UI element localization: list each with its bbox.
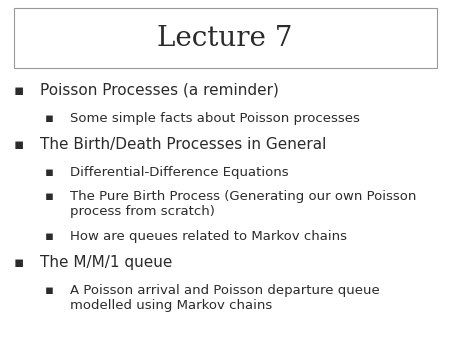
Text: A Poisson arrival and Poisson departure queue
modelled using Markov chains: A Poisson arrival and Poisson departure … — [70, 284, 379, 312]
Text: The M/M/1 queue: The M/M/1 queue — [40, 255, 173, 269]
Text: Poisson Processes (a reminder): Poisson Processes (a reminder) — [40, 83, 279, 98]
Text: ▪: ▪ — [45, 284, 54, 297]
Text: ▪: ▪ — [45, 230, 54, 243]
Text: Lecture 7: Lecture 7 — [157, 25, 293, 51]
Text: The Birth/Death Processes in General: The Birth/Death Processes in General — [40, 137, 327, 151]
Text: ▪: ▪ — [45, 190, 54, 203]
Text: ▪: ▪ — [14, 83, 24, 98]
Text: ▪: ▪ — [45, 112, 54, 125]
Text: ▪: ▪ — [14, 137, 24, 151]
FancyBboxPatch shape — [14, 8, 436, 68]
Text: The Pure Birth Process (Generating our own Poisson
process from scratch): The Pure Birth Process (Generating our o… — [70, 190, 416, 218]
Text: ▪: ▪ — [45, 166, 54, 179]
Text: Differential-Difference Equations: Differential-Difference Equations — [70, 166, 288, 179]
Text: ▪: ▪ — [14, 255, 24, 269]
Text: Some simple facts about Poisson processes: Some simple facts about Poisson processe… — [70, 112, 360, 125]
Text: How are queues related to Markov chains: How are queues related to Markov chains — [70, 230, 347, 243]
